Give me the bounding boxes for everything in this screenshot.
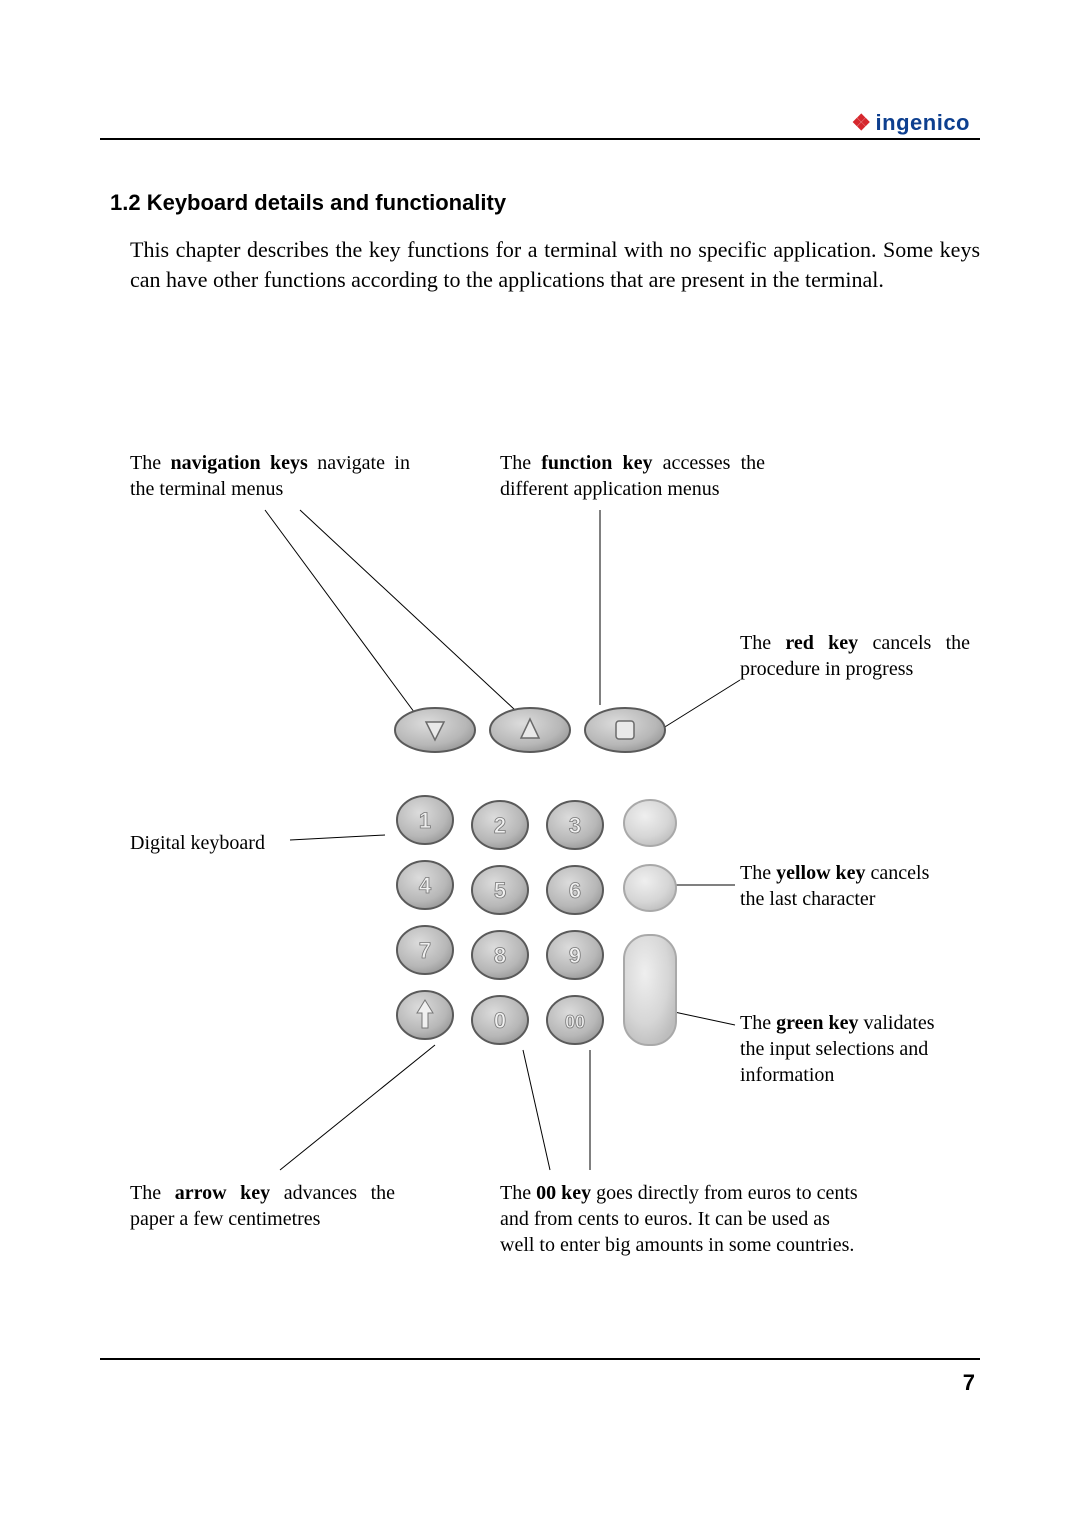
callout-red: The red key cancels the procedure in pro… xyxy=(740,630,970,682)
callout-digital: Digital keyboard xyxy=(130,830,330,856)
side-red xyxy=(624,800,676,846)
key-9: 9 xyxy=(547,931,603,979)
callout-yellow: The yellow key cancels the last characte… xyxy=(740,860,950,912)
nav-down-key xyxy=(395,708,475,752)
svg-text:5: 5 xyxy=(494,878,506,903)
svg-text:6: 6 xyxy=(569,878,581,903)
key-3: 3 xyxy=(547,801,603,849)
callout-green: The green key validates the input select… xyxy=(740,1010,960,1088)
section-heading: 1.2 Keyboard details and functionality xyxy=(110,190,506,216)
page: ❖ingenico 1.2 Keyboard details and funct… xyxy=(0,0,1080,1529)
number-grid: 1 2 3 4 5 6 7 8 9 0 00 xyxy=(397,796,676,1045)
svg-text:2: 2 xyxy=(494,813,506,838)
section-body: This chapter describes the key functions… xyxy=(130,235,980,294)
svg-text:7: 7 xyxy=(419,938,431,963)
nav-up-key xyxy=(490,708,570,752)
nav-row xyxy=(395,708,665,752)
key-7: 7 xyxy=(397,926,453,974)
svg-text:8: 8 xyxy=(494,943,506,968)
key-00: 00 xyxy=(547,996,603,1044)
side-yellow xyxy=(624,865,676,911)
keypad-illustration: 1 2 3 4 5 6 7 8 9 0 00 xyxy=(380,695,720,1115)
key-1: 1 xyxy=(397,796,453,844)
callout-navigation: The navigation keys navigate in the term… xyxy=(130,450,410,502)
svg-text:00: 00 xyxy=(565,1012,585,1032)
key-2: 2 xyxy=(472,801,528,849)
key-6: 6 xyxy=(547,866,603,914)
svg-text:3: 3 xyxy=(569,813,581,838)
nav-stop-key xyxy=(585,708,665,752)
brand-logo: ❖ingenico xyxy=(851,110,970,136)
keyboard-diagram: The navigation keys navigate in the term… xyxy=(100,310,980,1330)
svg-text:4: 4 xyxy=(419,873,432,898)
footer-rule xyxy=(100,1358,980,1360)
callout-function: The function key accesses the different … xyxy=(500,450,765,502)
brand-logo-text: ingenico xyxy=(876,110,970,135)
callout-arrow: The arrow key advances the paper a few c… xyxy=(130,1180,395,1232)
svg-text:1: 1 xyxy=(419,808,431,833)
callout-zerozero: The 00 key goes directly from euros to c… xyxy=(500,1180,860,1258)
page-number: 7 xyxy=(963,1370,975,1396)
svg-text:9: 9 xyxy=(569,943,581,968)
key-0: 0 xyxy=(472,996,528,1044)
key-8: 8 xyxy=(472,931,528,979)
key-4: 4 xyxy=(397,861,453,909)
side-green xyxy=(624,935,676,1045)
flame-icon: ❖ xyxy=(851,110,871,135)
svg-text:0: 0 xyxy=(494,1008,506,1033)
header-rule xyxy=(100,138,980,140)
key-arrow xyxy=(397,991,453,1039)
key-5: 5 xyxy=(472,866,528,914)
